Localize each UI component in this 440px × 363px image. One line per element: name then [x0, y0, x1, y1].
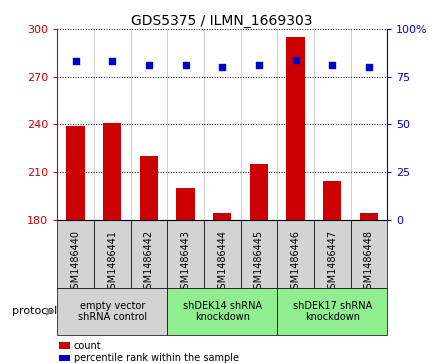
Bar [314, 220, 351, 287]
Bar [286, 37, 305, 220]
Point [72, 58, 79, 64]
Point [109, 58, 116, 64]
Bar [277, 287, 387, 335]
Point [365, 64, 372, 70]
Point [329, 62, 336, 68]
Text: GSM1486447: GSM1486447 [327, 230, 337, 295]
Text: GSM1486444: GSM1486444 [217, 230, 227, 295]
Text: GSM1486442: GSM1486442 [144, 230, 154, 295]
Point [255, 62, 262, 68]
Bar [140, 156, 158, 220]
Text: protocol: protocol [12, 306, 57, 317]
Bar [103, 123, 121, 220]
Text: empty vector
shRNA control: empty vector shRNA control [77, 301, 147, 322]
Text: shDEK14 shRNA
knockdown: shDEK14 shRNA knockdown [183, 301, 262, 322]
Text: GSM1486446: GSM1486446 [290, 230, 301, 295]
Point [219, 64, 226, 70]
Point [182, 62, 189, 68]
Bar [204, 220, 241, 287]
Text: GSM1486440: GSM1486440 [70, 230, 81, 295]
Bar [59, 355, 70, 361]
Bar [167, 287, 277, 335]
Bar [213, 213, 231, 220]
Bar [241, 220, 277, 287]
Bar [323, 182, 341, 220]
Point [292, 57, 299, 62]
Bar [351, 220, 387, 287]
Bar [66, 126, 85, 220]
Bar [59, 342, 70, 349]
Text: GSM1486448: GSM1486448 [364, 230, 374, 295]
Text: GSM1486441: GSM1486441 [107, 230, 117, 295]
Text: count: count [74, 341, 101, 351]
Bar [57, 287, 167, 335]
Point [145, 62, 152, 68]
Bar [94, 220, 131, 287]
Bar [250, 164, 268, 220]
Bar [360, 213, 378, 220]
Title: GDS5375 / ILMN_1669303: GDS5375 / ILMN_1669303 [132, 14, 313, 28]
Text: GSM1486445: GSM1486445 [254, 230, 264, 295]
Text: GSM1486443: GSM1486443 [180, 230, 191, 295]
Bar [57, 220, 94, 287]
Bar [167, 220, 204, 287]
Text: percentile rank within the sample: percentile rank within the sample [74, 354, 238, 363]
Bar [131, 220, 167, 287]
Bar [277, 220, 314, 287]
Bar [176, 188, 194, 220]
Text: shDEK17 shRNA
knockdown: shDEK17 shRNA knockdown [293, 301, 372, 322]
